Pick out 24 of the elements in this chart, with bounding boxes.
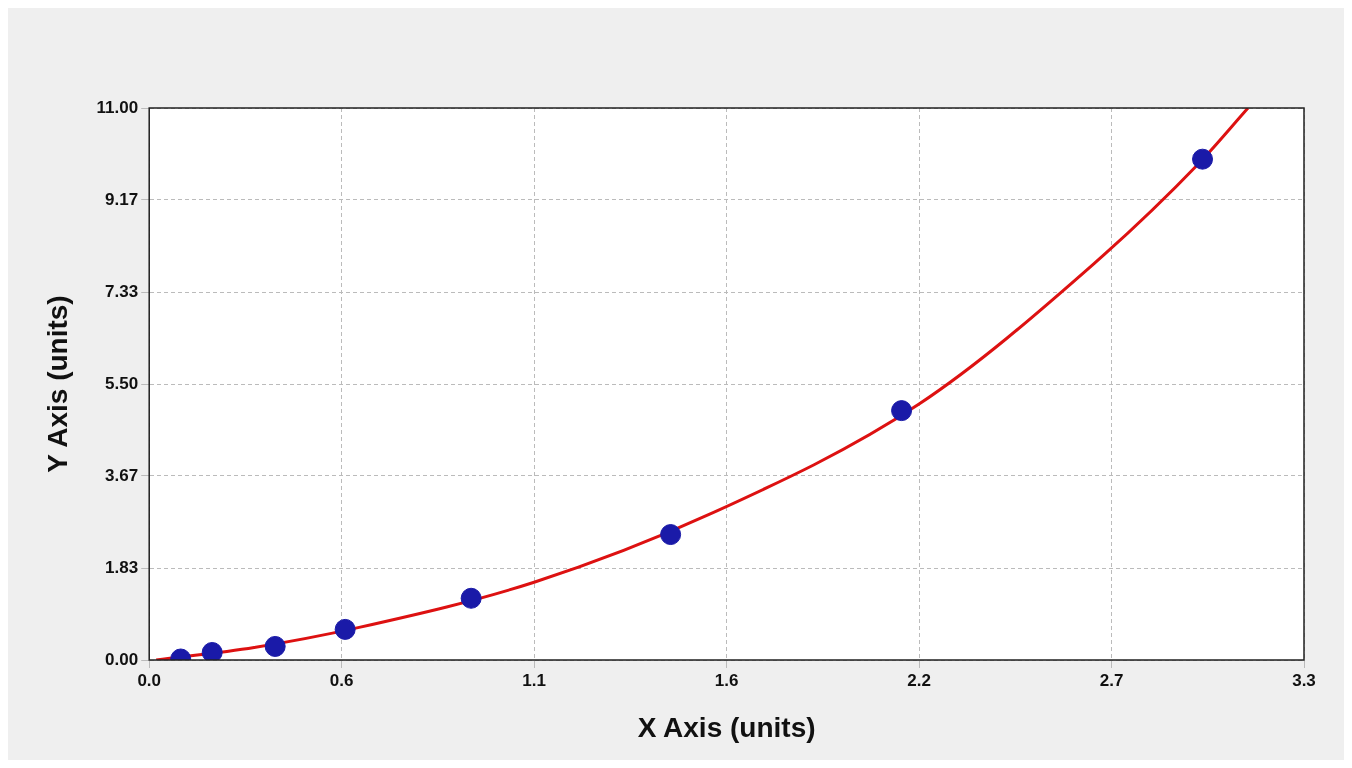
point xyxy=(334,618,356,640)
x-tick-label: 2.7 xyxy=(1099,670,1124,690)
point xyxy=(1192,148,1214,170)
point xyxy=(891,400,913,422)
y-axis-title: Y Axis (units) xyxy=(41,295,73,473)
x-tick-label: 1.6 xyxy=(714,670,739,690)
x-tick-label: 1.1 xyxy=(522,670,546,690)
y-tick-label: 1.83 xyxy=(105,557,139,577)
point xyxy=(460,587,482,609)
x-tick-label: 2.2 xyxy=(907,670,931,690)
point xyxy=(660,524,682,546)
x-tick-label: 0.6 xyxy=(329,670,354,690)
point xyxy=(264,635,286,657)
y-tick-label: 5.50 xyxy=(105,373,139,393)
y-tick-label: 11.00 xyxy=(96,97,139,117)
y-tick-label: 0.00 xyxy=(105,649,139,669)
y-tick-label: 9.17 xyxy=(105,189,139,209)
x-tick-label: 3.3 xyxy=(1292,670,1316,690)
point xyxy=(201,641,223,660)
line-series xyxy=(154,108,1250,660)
y-tick-label: 7.33 xyxy=(105,281,139,301)
x-axis-title: X Axis (units) xyxy=(637,711,816,743)
x-tick-label: 0.0 xyxy=(137,670,162,690)
y-tick-label: 3.67 xyxy=(105,465,139,485)
